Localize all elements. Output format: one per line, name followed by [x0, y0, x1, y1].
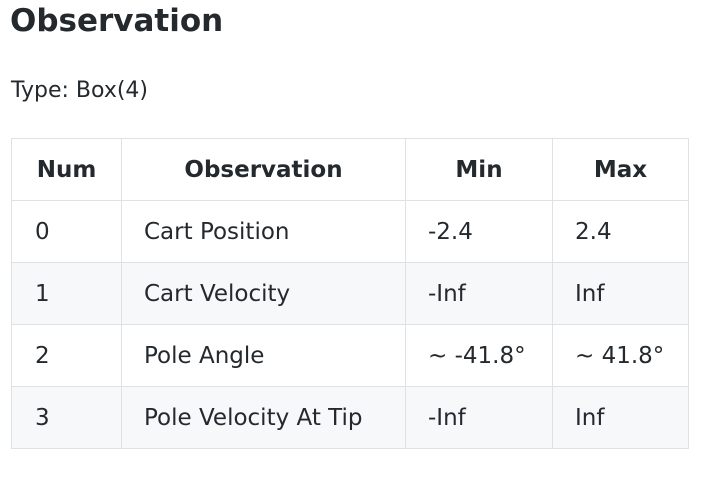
cell-num: 0 [11, 200, 122, 263]
table-row: 1 Cart Velocity -Inf Inf [11, 262, 689, 325]
cell-max: ~ 41.8° [552, 324, 689, 387]
header-max: Max [552, 138, 689, 201]
cell-min: -Inf [405, 386, 553, 449]
observation-table: Num Observation Min Max 0 Cart Position … [11, 138, 689, 449]
cell-observation: Cart Velocity [121, 262, 406, 325]
cell-max: Inf [552, 386, 689, 449]
cell-num: 1 [11, 262, 122, 325]
cell-observation: Pole Angle [121, 324, 406, 387]
header-min: Min [405, 138, 553, 201]
cell-min: -2.4 [405, 200, 553, 263]
page-title: Observation [10, 3, 224, 39]
cell-observation: Cart Position [121, 200, 406, 263]
table-header-row: Num Observation Min Max [11, 138, 689, 201]
table-row: 0 Cart Position -2.4 2.4 [11, 200, 689, 263]
cell-max: 2.4 [552, 200, 689, 263]
table-row: 2 Pole Angle ~ -41.8° ~ 41.8° [11, 324, 689, 387]
header-num: Num [11, 138, 122, 201]
table-row: 3 Pole Velocity At Tip -Inf Inf [11, 386, 689, 449]
observation-type: Type: Box(4) [11, 78, 148, 103]
cell-num: 3 [11, 386, 122, 449]
cell-max: Inf [552, 262, 689, 325]
header-observation: Observation [121, 138, 406, 201]
table-header: Num Observation Min Max [11, 138, 689, 201]
cell-min: -Inf [405, 262, 553, 325]
cell-observation: Pole Velocity At Tip [121, 386, 406, 449]
cell-num: 2 [11, 324, 122, 387]
cell-min: ~ -41.8° [405, 324, 553, 387]
table-body: 0 Cart Position -2.4 2.4 1 Cart Velocity… [11, 200, 689, 449]
